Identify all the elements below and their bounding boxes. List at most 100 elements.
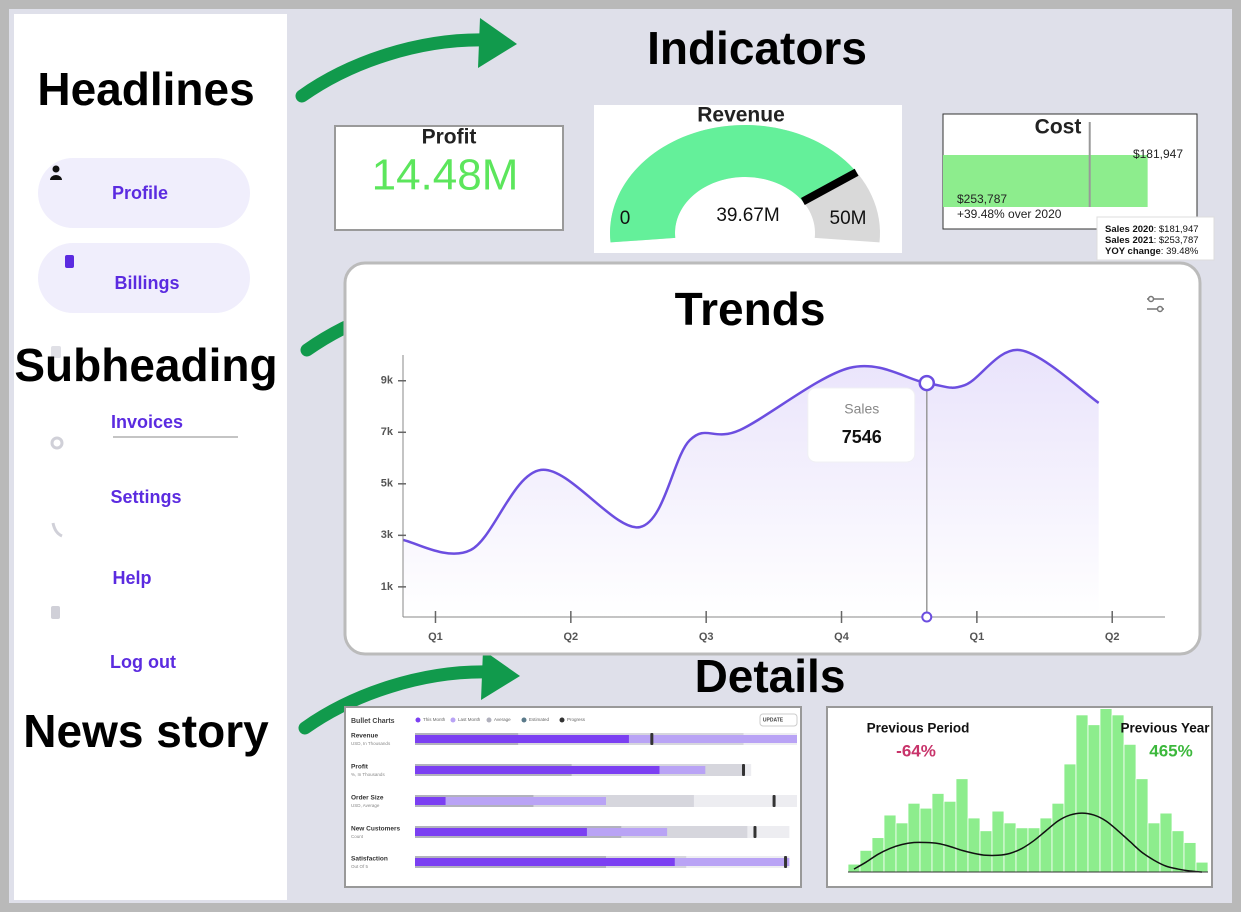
kpi-value: 14.48M (372, 151, 519, 200)
card-title: Cost (1035, 116, 1082, 139)
section-title: Trends (675, 283, 826, 335)
x-tick-label: Q1 (970, 631, 985, 643)
tooltip-line: YOY change: 39.48% (1105, 246, 1199, 257)
filter-icon[interactable] (1147, 295, 1164, 313)
histogram-bar (1171, 830, 1185, 873)
histogram-bar (1183, 842, 1197, 873)
legend-label: Estimated (529, 717, 550, 722)
histogram-bar (907, 802, 921, 873)
cost-tooltip (1096, 216, 1215, 261)
value-label: $253,787 (957, 192, 1007, 206)
histogram-bar (1111, 714, 1125, 873)
y-tick-label: 7k (381, 426, 394, 438)
target-marker (784, 856, 788, 868)
histogram-bar (991, 810, 1005, 873)
settings-icon (50, 436, 64, 450)
arrow-head (481, 650, 520, 700)
histogram-bar (1195, 861, 1209, 873)
row-sublabel: Out Of 5 (351, 864, 369, 869)
histogram-bar (859, 850, 873, 873)
nav-item[interactable]: Invoices (111, 412, 183, 432)
row-label: Satisfaction (351, 856, 388, 863)
tooltip-key: Sales 2021 (1105, 235, 1154, 246)
update-button[interactable] (759, 713, 798, 727)
nav-pill[interactable] (38, 243, 250, 313)
card-title: Revenue (697, 104, 785, 127)
this-month-bar (415, 797, 446, 805)
area (403, 349, 1099, 617)
reference-label: $181,947 (1133, 147, 1183, 161)
target-marker (753, 826, 757, 838)
x-tick-label: Q4 (834, 631, 850, 643)
histogram-bar (1135, 778, 1149, 873)
invoice-icon (51, 346, 61, 358)
section-title: Details (695, 650, 846, 702)
gauge-needle (800, 168, 859, 205)
legend-label: Last Month (458, 717, 481, 722)
row-sublabel: %, In Thousands (351, 772, 385, 777)
legend-label: Progress (567, 717, 586, 722)
nav-item[interactable]: Billings (114, 273, 179, 293)
line (402, 348, 1100, 555)
y-tick-label: 3k (381, 529, 394, 541)
x-tick-label: Q3 (699, 631, 714, 643)
profile-icon (50, 165, 62, 180)
nav-item[interactable]: Help (112, 568, 151, 588)
tooltip-label: Sales (844, 401, 879, 417)
nav-pill[interactable] (38, 158, 250, 228)
sidebar (14, 14, 287, 900)
gauge-min: 0 (620, 208, 631, 229)
histogram-bar (1063, 763, 1077, 873)
x-tick-label: Q2 (1105, 631, 1120, 643)
y-tick-label: 1k (381, 581, 394, 593)
button-label: UPDATE (763, 717, 784, 723)
legend-swatch (521, 717, 527, 723)
legend-swatch (415, 717, 421, 723)
legend-label: This Month (423, 717, 446, 722)
row-sublabel: USD, In Thousands (351, 741, 391, 746)
nav-item[interactable]: Log out (110, 652, 176, 672)
nav-item[interactable]: Settings (110, 487, 181, 507)
section-title: Indicators (647, 22, 867, 74)
tooltip-value: : $253,787 (1154, 235, 1199, 246)
logout-icon (51, 606, 60, 619)
histogram-bar (931, 793, 945, 873)
sidebar-heading: Headlines (37, 63, 254, 115)
tooltip-key: YOY change (1105, 246, 1161, 257)
tooltip-key: Sales 2020 (1105, 224, 1154, 235)
histogram-bar (1027, 827, 1041, 873)
row-label: Order Size (351, 795, 384, 802)
row-label: Revenue (351, 733, 378, 740)
tooltip-value: 7546 (842, 427, 882, 447)
arrow-head (478, 18, 517, 68)
density-curve (853, 812, 1203, 873)
sidebar-heading: Subheading (14, 339, 277, 391)
histogram-bar (919, 807, 933, 873)
histogram-bar (1099, 709, 1113, 873)
this-month-bar (415, 858, 675, 866)
legend-swatch (450, 717, 456, 723)
row-sublabel: USD, Average (351, 803, 380, 808)
arrow (298, 665, 498, 735)
year-title: Previous Year (1120, 721, 1210, 736)
tooltip-line: Sales 2021: $253,787 (1105, 235, 1199, 246)
sidebar-heading: News story (23, 705, 269, 757)
histogram-bar (979, 830, 993, 873)
y-tick-label: 9k (381, 375, 394, 387)
histogram-bar (1003, 822, 1017, 873)
billing-icon (65, 255, 74, 268)
histogram-bar (1051, 802, 1065, 873)
bullet-title: Bullet Charts (351, 718, 395, 725)
histogram-bar (943, 800, 957, 873)
profit-card (334, 125, 564, 231)
nav-item[interactable]: Profile (112, 183, 168, 203)
this-month-bar (415, 828, 587, 836)
hover-axis-point (921, 611, 933, 623)
row-sublabel: Count (351, 834, 364, 839)
this-month-bar (415, 735, 629, 743)
last-month-bar (415, 797, 606, 805)
target-marker (772, 795, 776, 807)
histogram-bar (967, 817, 981, 873)
histogram-bar (1075, 714, 1089, 873)
